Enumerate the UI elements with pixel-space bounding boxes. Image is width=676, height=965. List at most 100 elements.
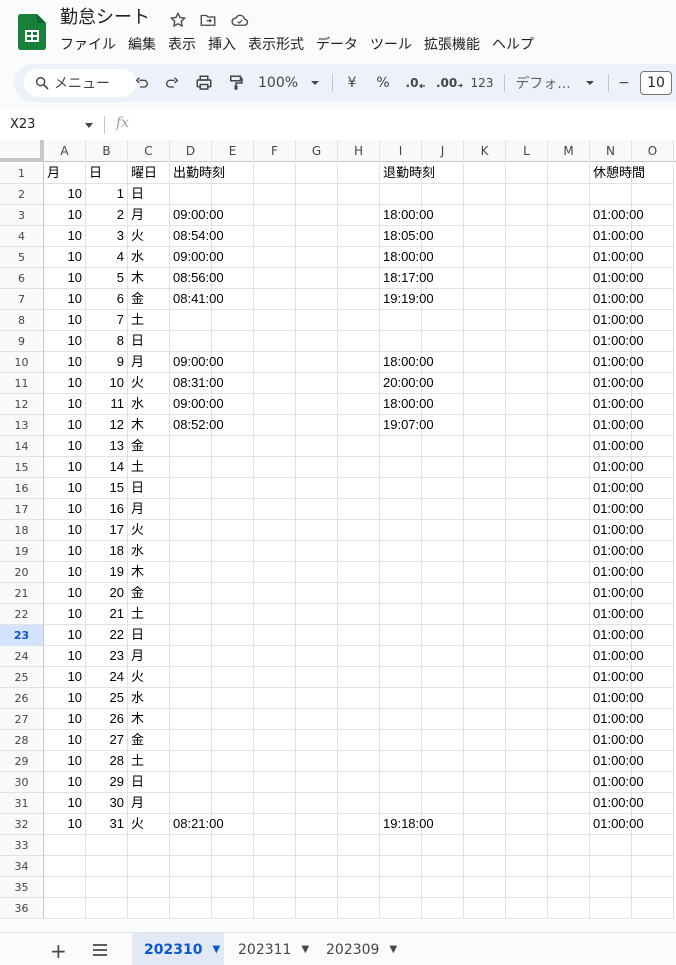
cell-month[interactable]: 10 — [67, 795, 82, 810]
cell-clock-out[interactable]: 18:17:00 — [383, 270, 434, 285]
cell-weekday[interactable]: 木 — [131, 417, 145, 432]
row-header-19[interactable]: 19 — [0, 541, 44, 562]
cell-day[interactable]: 19 — [109, 564, 124, 579]
cell-month[interactable]: 10 — [67, 648, 82, 663]
redo-icon[interactable] — [162, 71, 182, 95]
cell-break[interactable]: 01:00:00 — [593, 375, 644, 390]
cell-break[interactable]: 01:00:00 — [593, 627, 644, 642]
cell-weekday[interactable]: 日 — [131, 480, 145, 495]
cell-month[interactable]: 10 — [67, 333, 82, 348]
row-header-11[interactable]: 11 — [0, 373, 44, 394]
cell-day[interactable]: 23 — [109, 648, 124, 663]
cell-break[interactable]: 01:00:00 — [593, 816, 644, 831]
cell-clock-in[interactable]: 08:41:00 — [173, 291, 224, 306]
cell-weekday[interactable]: 水 — [131, 690, 145, 705]
cloud-saved-icon[interactable] — [230, 10, 250, 30]
cell-day[interactable]: 5 — [116, 270, 124, 285]
cell-day[interactable]: 12 — [109, 417, 124, 432]
cell-break[interactable]: 01:00:00 — [593, 228, 644, 243]
cell-day[interactable]: 4 — [116, 249, 124, 264]
cell-weekday[interactable]: 金 — [131, 732, 145, 747]
row-header-15[interactable]: 15 — [0, 457, 44, 478]
font-size-input[interactable]: 10 — [640, 71, 672, 95]
cell-month[interactable]: 10 — [67, 438, 82, 453]
cell-day[interactable]: 26 — [109, 711, 124, 726]
chevron-down-icon[interactable]: ▼ — [212, 944, 221, 955]
column-header-j[interactable]: J — [422, 140, 464, 162]
decrease-font-size-button[interactable]: − — [616, 71, 632, 95]
sheet-tab-202309[interactable]: 202309 ▼ — [314, 933, 404, 965]
add-sheet-button[interactable]: + — [50, 939, 67, 963]
cell-break[interactable]: 01:00:00 — [593, 711, 644, 726]
column-header-g[interactable]: G — [296, 140, 338, 162]
cell-clock-in[interactable]: 08:31:00 — [173, 375, 224, 390]
row-header-20[interactable]: 20 — [0, 562, 44, 583]
menu-extensions[interactable]: 拡張機能 — [424, 37, 480, 53]
cell-break[interactable]: 01:00:00 — [593, 480, 644, 495]
menu-view[interactable]: 表示 — [168, 37, 196, 53]
column-header-a[interactable]: A — [44, 140, 86, 162]
increase-decimal-button[interactable]: .00 — [436, 71, 464, 95]
cell-break[interactable]: 01:00:00 — [593, 270, 644, 285]
column-header-n[interactable]: N — [590, 140, 632, 162]
column-header-e[interactable]: E — [212, 140, 254, 162]
cell-month[interactable]: 10 — [67, 669, 82, 684]
row-header-13[interactable]: 13 — [0, 415, 44, 436]
column-header-b[interactable]: B — [86, 140, 128, 162]
cell-day[interactable]: 3 — [116, 228, 124, 243]
cell-day[interactable]: 31 — [109, 816, 124, 831]
row-header-2[interactable]: 2 — [0, 184, 44, 205]
chevron-down-icon[interactable] — [84, 122, 94, 130]
cell-break[interactable]: 01:00:00 — [593, 333, 644, 348]
row-header-36[interactable]: 36 — [0, 898, 44, 919]
row-header-31[interactable]: 31 — [0, 793, 44, 814]
cell-break[interactable]: 01:00:00 — [593, 249, 644, 264]
cell-day[interactable]: 10 — [109, 375, 124, 390]
cell-day[interactable]: 15 — [109, 480, 124, 495]
cell-month[interactable]: 10 — [67, 207, 82, 222]
cell-month[interactable]: 10 — [67, 186, 82, 201]
cell-month[interactable]: 10 — [67, 606, 82, 621]
cell-month[interactable]: 10 — [67, 228, 82, 243]
currency-format-button[interactable]: ¥ — [344, 71, 360, 95]
cell-weekday[interactable]: 月 — [131, 501, 145, 516]
cell-weekday[interactable]: 月 — [131, 795, 145, 810]
cell-weekday[interactable]: 日 — [131, 333, 145, 348]
all-sheets-icon[interactable] — [92, 943, 108, 957]
row-header-27[interactable]: 27 — [0, 709, 44, 730]
cell-month[interactable]: 10 — [67, 564, 82, 579]
sheets-logo-icon[interactable] — [18, 14, 46, 50]
cell-day[interactable]: 18 — [109, 543, 124, 558]
row-header-22[interactable]: 22 — [0, 604, 44, 625]
cell-day[interactable]: 29 — [109, 774, 124, 789]
row-header-5[interactable]: 5 — [0, 247, 44, 268]
cell-month[interactable]: 10 — [67, 774, 82, 789]
print-icon[interactable] — [194, 71, 214, 95]
cell-weekday[interactable]: 月 — [131, 354, 145, 369]
cell-break[interactable]: 01:00:00 — [593, 207, 644, 222]
row-header-3[interactable]: 3 — [0, 205, 44, 226]
row-header-10[interactable]: 10 — [0, 352, 44, 373]
cell-break[interactable]: 01:00:00 — [593, 501, 644, 516]
zoom-select[interactable]: 100% — [258, 71, 320, 95]
cell-day[interactable]: 13 — [109, 438, 124, 453]
cell-month[interactable]: 10 — [67, 291, 82, 306]
cell-clock-out[interactable]: 19:18:00 — [383, 816, 434, 831]
cell-day[interactable]: 16 — [109, 501, 124, 516]
name-box[interactable]: X23 — [10, 117, 36, 132]
row-header-9[interactable]: 9 — [0, 331, 44, 352]
cell-break[interactable]: 01:00:00 — [593, 396, 644, 411]
cell-day[interactable]: 14 — [109, 459, 124, 474]
row-header-34[interactable]: 34 — [0, 856, 44, 877]
column-header-k[interactable]: K — [464, 140, 506, 162]
cell-break[interactable]: 01:00:00 — [593, 669, 644, 684]
font-family-select[interactable]: デフォ... — [514, 71, 596, 95]
cell-break[interactable]: 01:00:00 — [593, 648, 644, 663]
row-header-16[interactable]: 16 — [0, 478, 44, 499]
row-header-12[interactable]: 12 — [0, 394, 44, 415]
cell-month[interactable]: 10 — [67, 627, 82, 642]
cell-weekday[interactable]: 土 — [131, 753, 145, 768]
decrease-decimal-button[interactable]: .0 — [404, 71, 428, 95]
cell-day[interactable]: 9 — [116, 354, 124, 369]
cell-break[interactable]: 01:00:00 — [593, 312, 644, 327]
